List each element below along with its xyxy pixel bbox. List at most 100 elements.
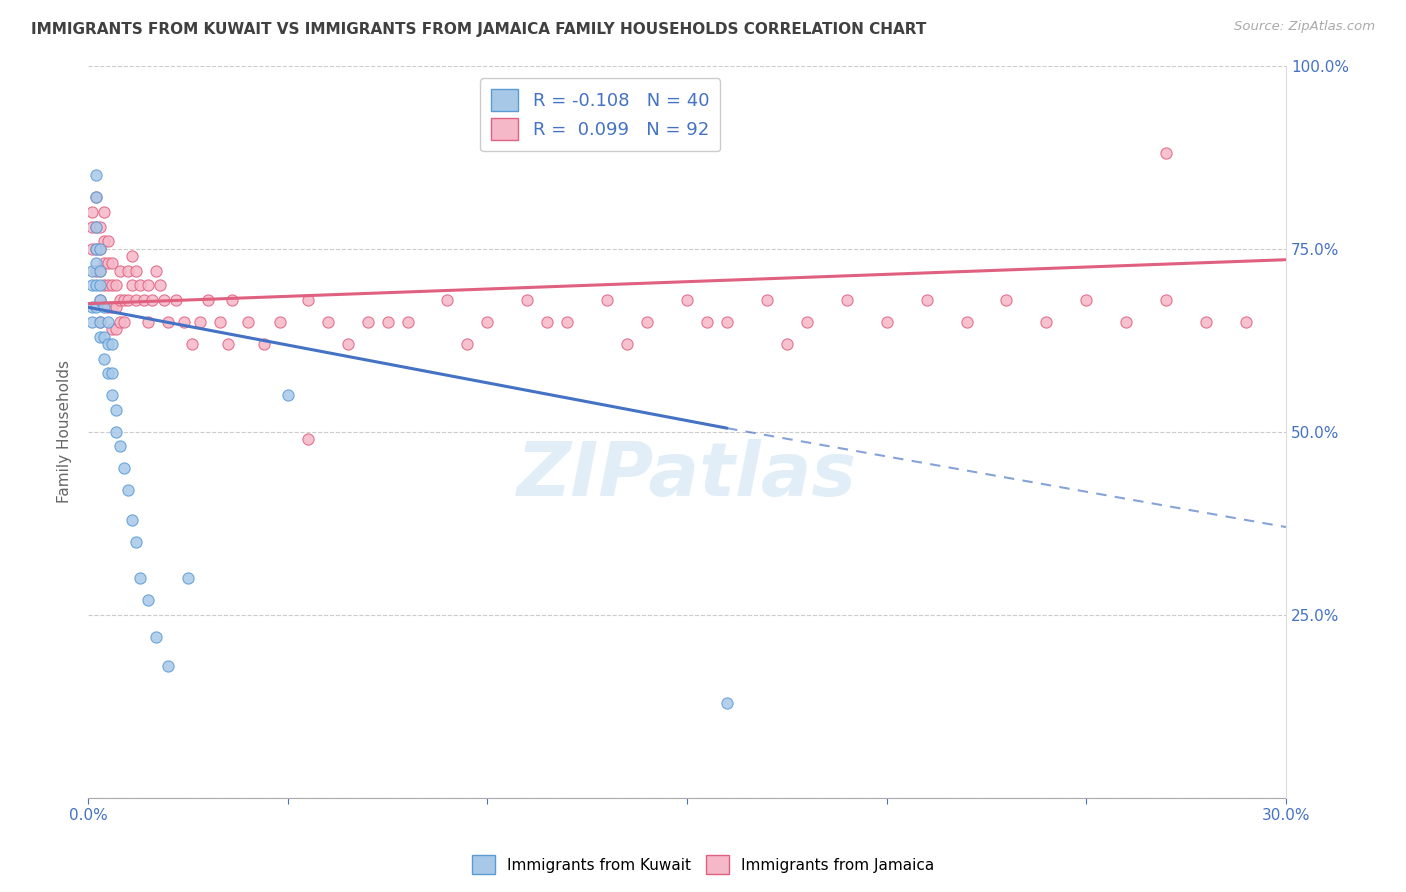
Point — [117, 293, 139, 307]
Point — [141, 293, 163, 307]
Point — [876, 315, 898, 329]
Point — [955, 315, 977, 329]
Point — [1076, 293, 1098, 307]
Point — [105, 402, 128, 417]
Point — [89, 263, 111, 277]
Point — [696, 315, 718, 329]
Point — [84, 242, 107, 256]
Point — [112, 315, 135, 329]
Point — [89, 242, 111, 256]
Point — [117, 483, 139, 498]
Point — [253, 337, 276, 351]
Point — [82, 263, 104, 277]
Point — [129, 278, 152, 293]
Point — [82, 315, 104, 329]
Point — [236, 315, 259, 329]
Point — [297, 293, 319, 307]
Point — [297, 432, 319, 446]
Point — [89, 329, 111, 343]
Point — [356, 315, 378, 329]
Point — [796, 315, 818, 329]
Point — [82, 278, 104, 293]
Point — [208, 315, 231, 329]
Point — [101, 337, 124, 351]
Point — [105, 278, 128, 293]
Point — [108, 315, 131, 329]
Point — [121, 513, 143, 527]
Point — [93, 205, 115, 219]
Point — [1035, 315, 1057, 329]
Point — [84, 278, 107, 293]
Point — [84, 256, 107, 270]
Point — [336, 337, 359, 351]
Point — [117, 263, 139, 277]
Point — [97, 337, 120, 351]
Point — [1154, 146, 1177, 161]
Point — [596, 293, 619, 307]
Point — [915, 293, 938, 307]
Point — [181, 337, 204, 351]
Point — [84, 242, 107, 256]
Point — [636, 315, 658, 329]
Point — [105, 301, 128, 315]
Point — [93, 329, 115, 343]
Point — [84, 263, 107, 277]
Point — [112, 461, 135, 475]
Point — [153, 293, 176, 307]
Point — [101, 366, 124, 380]
Point — [101, 388, 124, 402]
Point — [536, 315, 558, 329]
Point — [145, 630, 167, 644]
Point — [516, 293, 538, 307]
Point — [101, 322, 124, 336]
Point — [396, 315, 419, 329]
Point — [995, 293, 1018, 307]
Point — [136, 278, 159, 293]
Point — [716, 315, 738, 329]
Point — [676, 293, 699, 307]
Point — [177, 571, 200, 585]
Text: ZIPatlas: ZIPatlas — [517, 439, 858, 512]
Point — [105, 425, 128, 439]
Legend: R = -0.108   N = 40, R =  0.099   N = 92: R = -0.108 N = 40, R = 0.099 N = 92 — [481, 78, 720, 152]
Point — [82, 219, 104, 234]
Point — [89, 293, 111, 307]
Point — [108, 293, 131, 307]
Point — [84, 301, 107, 315]
Point — [145, 263, 167, 277]
Point — [89, 278, 111, 293]
Point — [555, 315, 578, 329]
Point — [121, 278, 143, 293]
Point — [97, 315, 120, 329]
Point — [129, 571, 152, 585]
Point — [1115, 315, 1137, 329]
Point — [456, 337, 478, 351]
Point — [89, 219, 111, 234]
Point — [316, 315, 339, 329]
Point — [108, 440, 131, 454]
Point — [1154, 293, 1177, 307]
Legend: Immigrants from Kuwait, Immigrants from Jamaica: Immigrants from Kuwait, Immigrants from … — [465, 849, 941, 880]
Point — [89, 263, 111, 277]
Point — [93, 278, 115, 293]
Point — [101, 256, 124, 270]
Text: Source: ZipAtlas.com: Source: ZipAtlas.com — [1234, 20, 1375, 33]
Y-axis label: Family Households: Family Households — [58, 360, 72, 503]
Point — [125, 293, 148, 307]
Point — [436, 293, 458, 307]
Point — [82, 205, 104, 219]
Point — [165, 293, 187, 307]
Point — [156, 315, 179, 329]
Point — [217, 337, 239, 351]
Point — [84, 219, 107, 234]
Point — [149, 278, 172, 293]
Point — [97, 278, 120, 293]
Point — [93, 235, 115, 249]
Point — [156, 659, 179, 673]
Point — [616, 337, 638, 351]
Point — [89, 242, 111, 256]
Point — [84, 219, 107, 234]
Point — [108, 263, 131, 277]
Point — [101, 301, 124, 315]
Point — [97, 301, 120, 315]
